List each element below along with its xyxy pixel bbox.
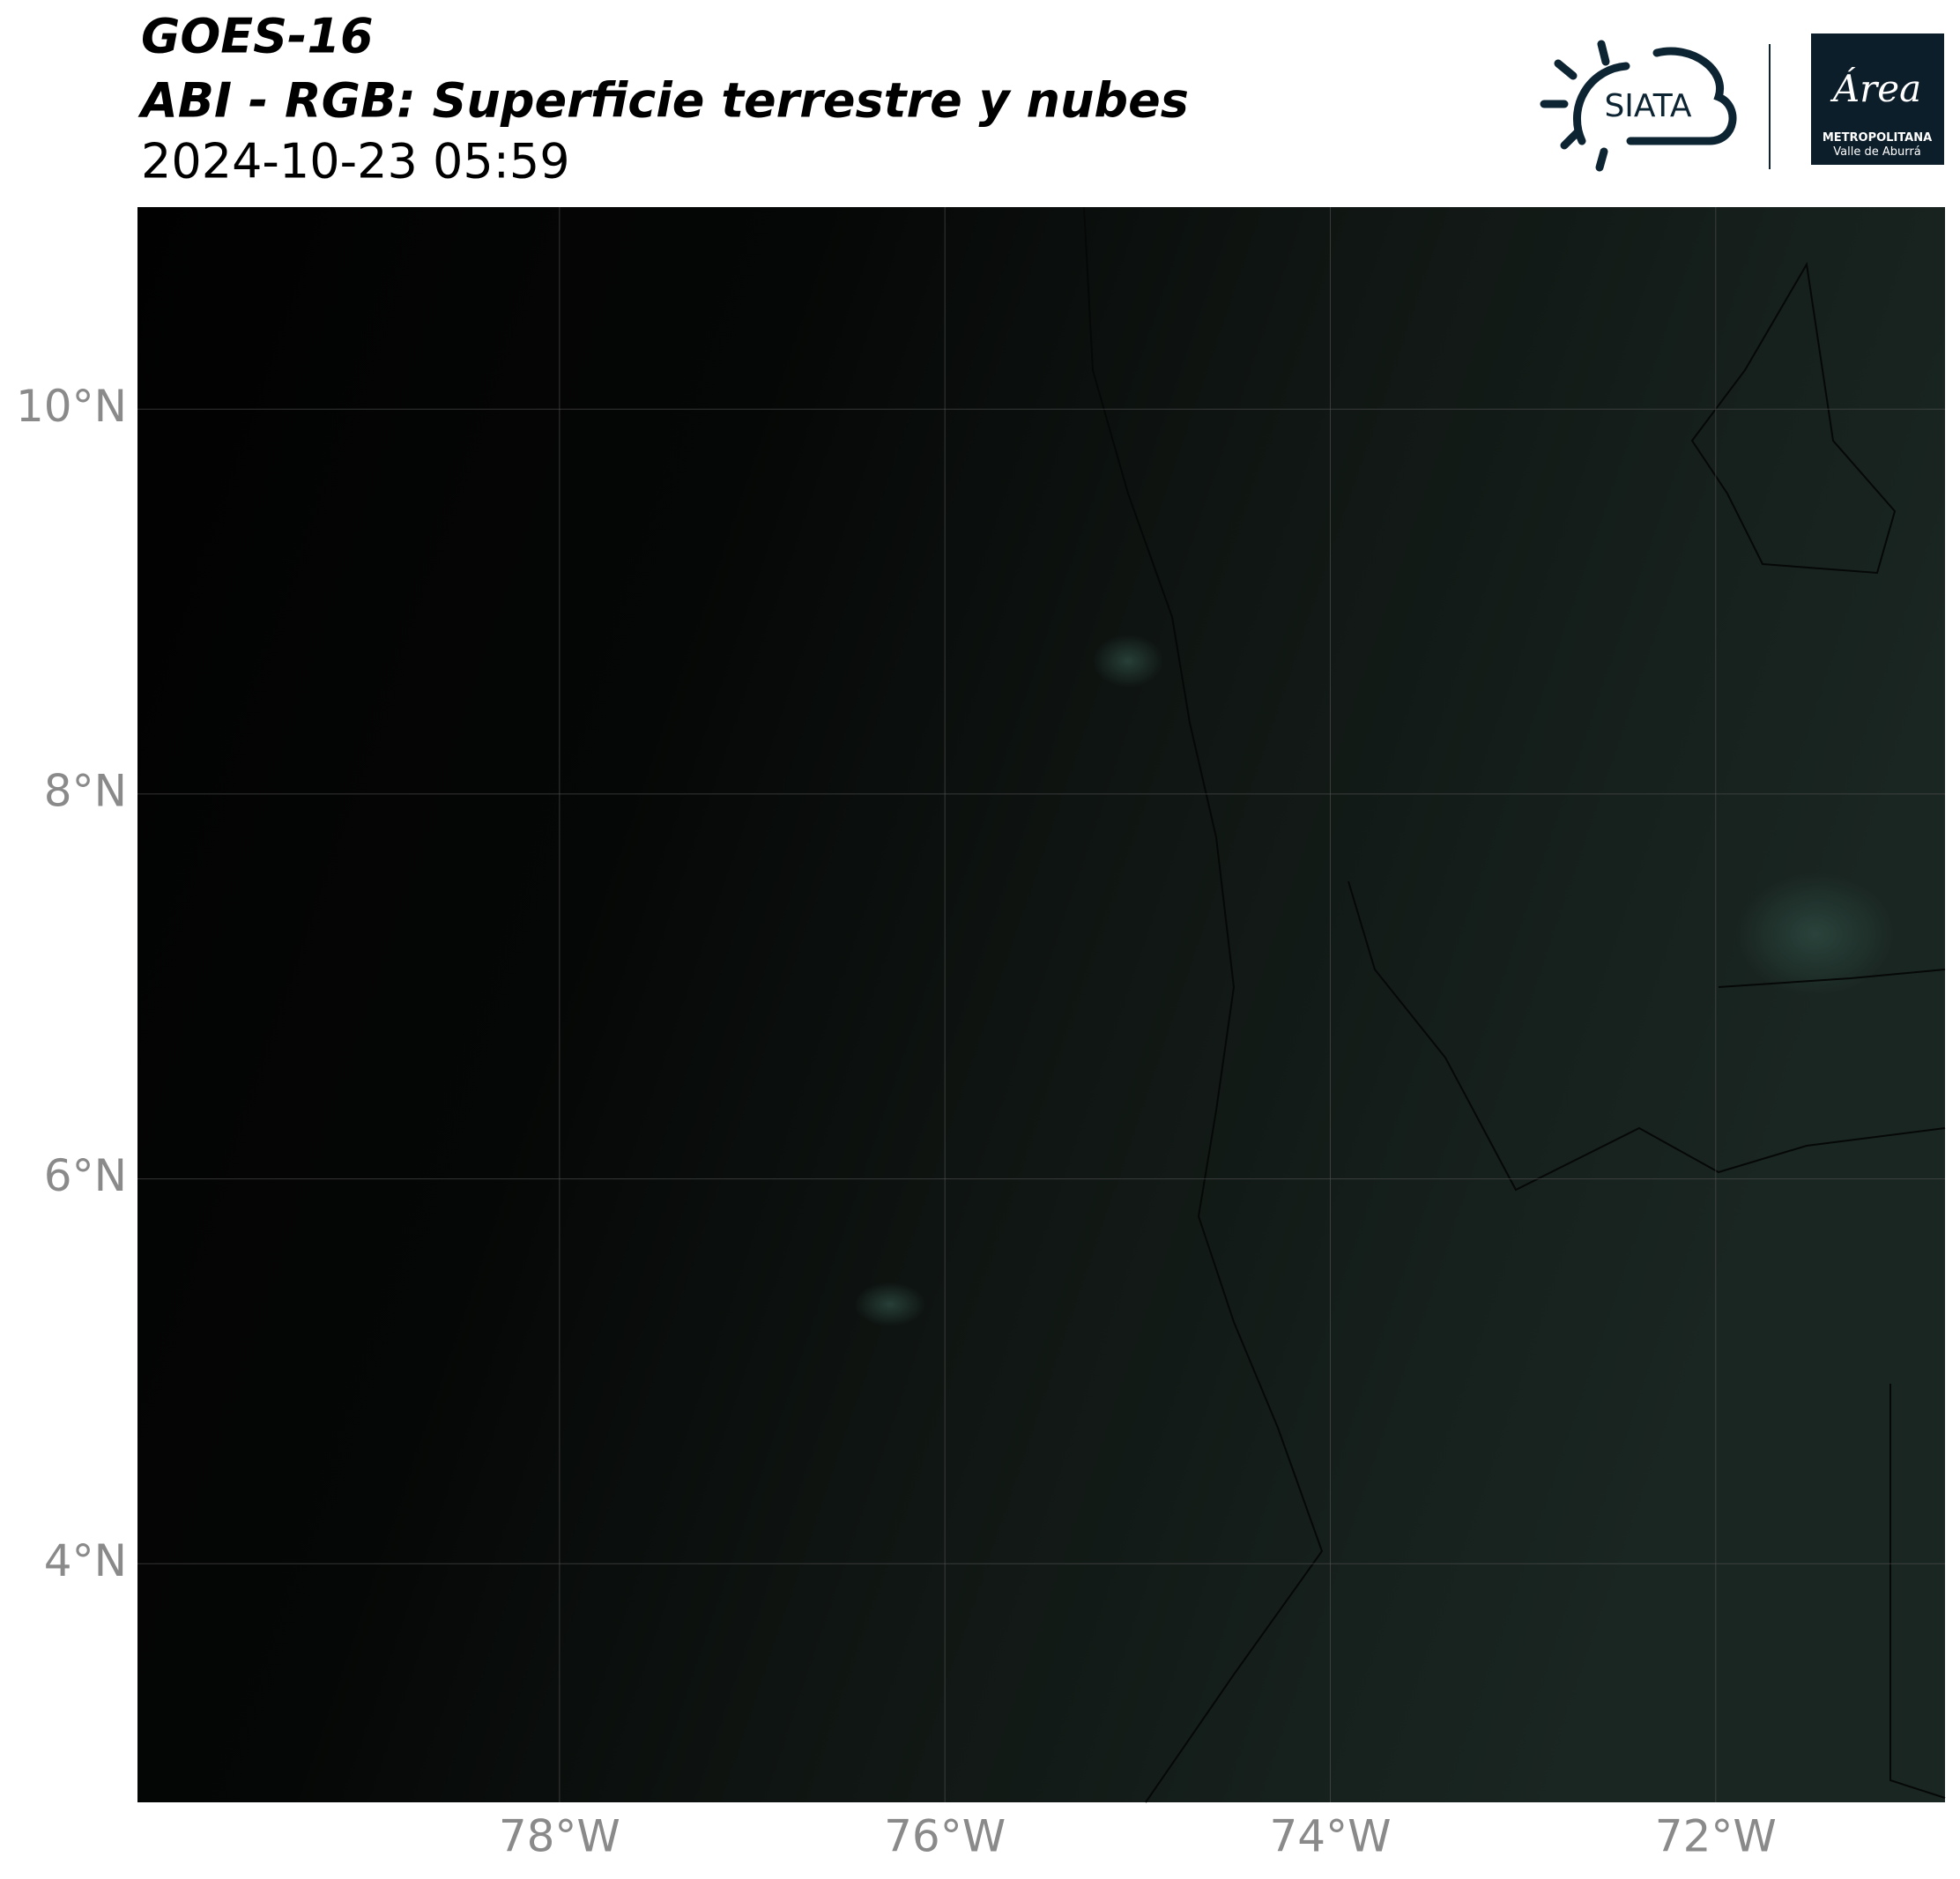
x-tick-label: 76°W [884,1811,1006,1862]
y-tick-label: 8°N [44,765,127,816]
border [1889,1384,1946,1799]
area-logo: Área METROPOLITANA Valle de Aburrá [1811,33,1944,165]
y-tick-label: 6°N [44,1150,127,1201]
border [1083,206,1324,1803]
area-line2: Valle de Aburrá [1833,145,1920,159]
map [137,206,1946,1803]
subtitle: ABI - RGB: Superficie terrestre y nubes [137,73,1189,129]
coast [1690,262,1897,575]
area-text: Área [1830,66,1921,110]
siata-text: SIATA [1604,88,1691,124]
cloud [1736,873,1895,996]
border [1718,969,1946,988]
siata-logo: SIATA [1540,40,1737,172]
date: 2024-10-23 05:59 [141,134,570,189]
area-line1: METROPOLITANA [1823,131,1932,145]
title: GOES-16 [141,9,374,64]
border [1348,880,1946,1192]
satellite-image [137,207,1945,1802]
cloud [855,1282,925,1326]
x-tick-label: 74°W [1269,1811,1391,1862]
x-tick-label: 72°W [1655,1811,1777,1862]
cloud [1093,635,1163,687]
y-tick-label: 4°N [44,1535,127,1586]
x-tick-label: 78°W [499,1811,620,1862]
y-tick-label: 10°N [16,381,127,432]
